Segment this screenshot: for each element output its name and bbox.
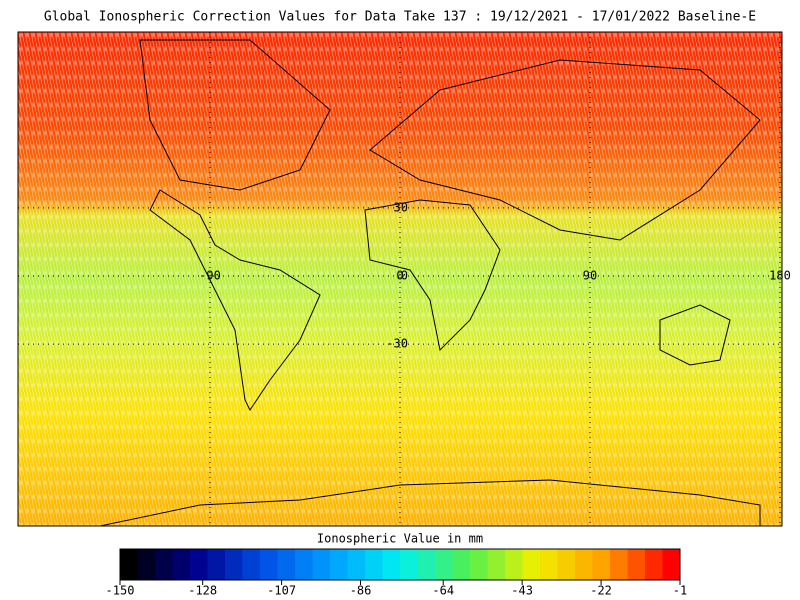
map-title: Global Ionospheric Correction Values for…: [44, 10, 756, 25]
lon-label: 90: [583, 269, 597, 283]
colorbar-cell: [260, 549, 278, 580]
colorbar-cell: [470, 549, 488, 580]
colorbar-cell: [277, 549, 296, 580]
colorbar-cell: [417, 549, 436, 580]
colorbar-cell: [645, 549, 663, 580]
colorbar-tick-label: -1: [673, 584, 687, 598]
lon-label: 0: [396, 269, 403, 283]
colorbar-cell: [225, 549, 243, 580]
colorbar-cell: [400, 549, 418, 580]
colorbar-cell: [330, 549, 348, 580]
colorbar-cell: [172, 549, 191, 580]
lat-label: -30: [386, 337, 408, 351]
colorbar-cell: [137, 549, 156, 580]
colorbar-cell: [347, 549, 366, 580]
colorbar-cell: [627, 549, 646, 580]
colorbar-cell: [557, 549, 576, 580]
colorbar-cell: [610, 549, 628, 580]
colorbar-cell: [662, 549, 681, 580]
colorbar-cell: [487, 549, 506, 580]
lat-label: 0: [401, 269, 408, 283]
colorbar-cell: [295, 549, 313, 580]
colorbar-tick-label: -64: [432, 584, 454, 598]
coastlines: [99, 39, 761, 527]
colorbar-cell: [155, 549, 173, 580]
colorbar-cell: [190, 549, 208, 580]
colorbar-cell: [365, 549, 383, 580]
colorbar-cell: [312, 549, 331, 580]
colorbar-cell: [207, 549, 226, 580]
colorbar-cell: [522, 549, 541, 580]
lat-label: 30: [394, 200, 408, 214]
map: 30 0 -30 -90 0 90 180: [17, 31, 791, 527]
colorbar-cell: [452, 549, 471, 580]
colorbar-tick-label: -150: [106, 584, 135, 598]
colorbar-tick-label: -22: [590, 584, 612, 598]
colorbar-tick-label: -86: [350, 584, 372, 598]
colorbar-cell: [592, 549, 611, 580]
colorbar-cell: [120, 549, 138, 580]
colorbar-frame: [119, 548, 681, 581]
colorbar-cell: [575, 549, 593, 580]
colorbar-cell: [242, 549, 261, 580]
colorbar-cell: [540, 549, 558, 580]
colorbar-tick-label: -128: [188, 584, 217, 598]
colorbar: Ionospheric Value in mm -150 -128 -107 -86 -…: [106, 532, 688, 598]
lon-label: -90: [199, 269, 221, 283]
colorbar-cell: [382, 549, 401, 580]
colorbar-cell: [435, 549, 453, 580]
colorbar-tick-label: -107: [267, 584, 296, 598]
lon-label: 180: [769, 269, 791, 283]
colorbar-tick-label: -43: [511, 584, 533, 598]
colorbar-cell: [505, 549, 523, 580]
colorbar-label: Ionospheric Value in mm: [317, 532, 483, 546]
map-texture: [18, 32, 782, 526]
